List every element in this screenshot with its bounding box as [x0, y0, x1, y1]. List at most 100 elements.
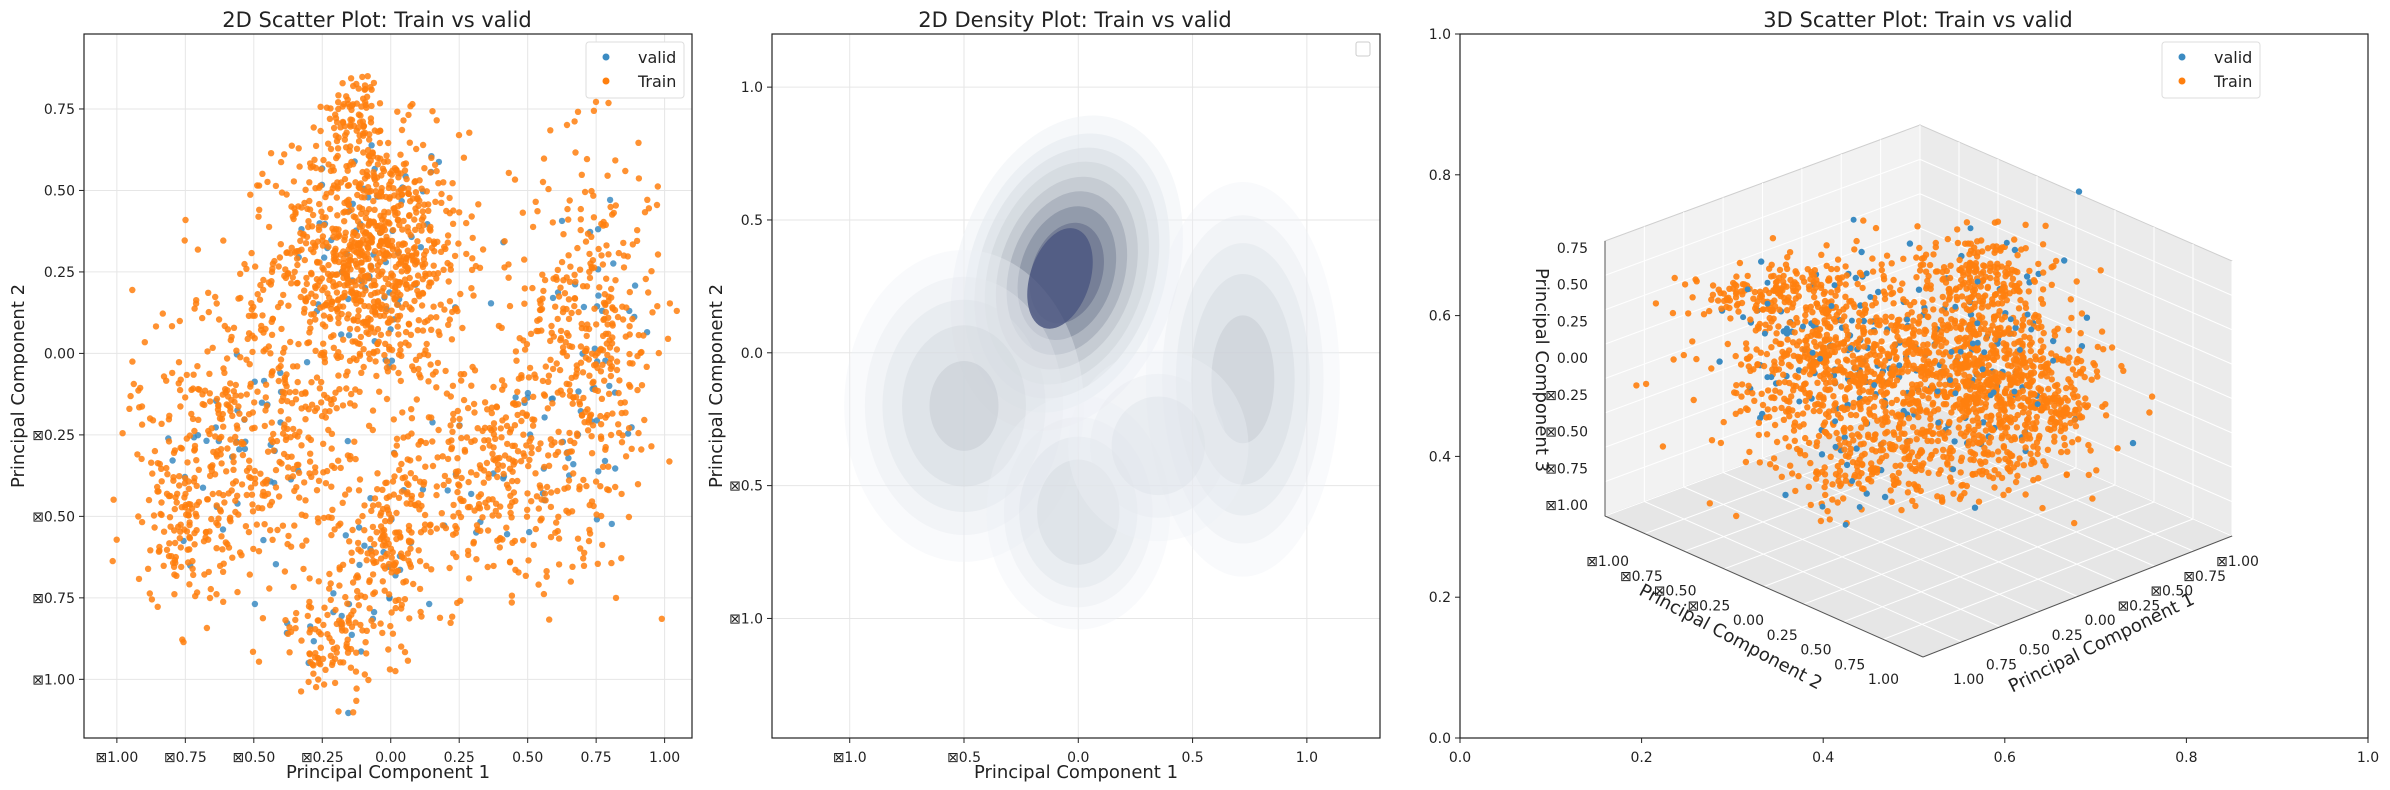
- scatter-point-train: [532, 525, 539, 533]
- scatter-point-train: [529, 284, 536, 292]
- scatter-point-train: [212, 293, 219, 301]
- outer-y-tick-label: 0.8: [1429, 168, 1451, 184]
- scatter-point-train: [419, 290, 427, 297]
- scatter-point-train: [585, 356, 592, 363]
- scatter-point-train: [282, 617, 289, 624]
- scatter-point-train: [352, 455, 359, 463]
- scatter-point-train: [389, 291, 397, 298]
- scatter3d-point-train: [1947, 262, 1954, 269]
- scatter3d-point-train: [1820, 375, 1828, 383]
- scatter-point-train: [404, 456, 411, 463]
- scatter-point-train: [181, 480, 189, 487]
- scatter-point-valid: [593, 417, 601, 424]
- scatter-point-train: [230, 458, 237, 466]
- scatter-point-train: [641, 416, 648, 424]
- scatter3d-point-train: [1718, 305, 1725, 312]
- scatter-point-train: [171, 591, 178, 598]
- scatter3d-point-train: [1877, 388, 1885, 395]
- scatter3d-point-valid: [1841, 434, 1848, 441]
- scatter-point-train: [252, 263, 259, 270]
- scatter3d-point-train: [1769, 306, 1777, 313]
- scatter-point-train: [566, 429, 573, 437]
- scatter3d-point-train: [1652, 300, 1660, 307]
- scatter3d-point-train: [1984, 303, 1992, 310]
- scatter-point-train: [355, 183, 362, 191]
- scatter-point-train: [395, 351, 403, 358]
- scatter-point-train: [399, 474, 406, 482]
- scatter-point-train: [477, 527, 484, 534]
- scatter-point-train: [572, 149, 579, 156]
- scatter3d-point-train: [1742, 340, 1750, 347]
- scatter3d-point-train: [1924, 277, 1931, 284]
- scatter-point-train: [189, 415, 197, 423]
- scatter-point-train: [577, 205, 584, 213]
- scatter-point-train: [574, 535, 582, 542]
- scatter3d-point-train: [1888, 313, 1895, 321]
- scatter-point-train: [554, 315, 561, 323]
- scatter3d-point-train: [2007, 419, 2015, 426]
- scatter3d-point-train: [2010, 287, 2018, 295]
- scatter-point-train: [363, 557, 370, 564]
- scatter3d-point-train: [1945, 429, 1952, 436]
- scatter-point-train: [182, 501, 189, 509]
- scatter-point-train: [421, 260, 429, 267]
- scatter-point-train: [396, 529, 403, 536]
- scatter3d-point-train: [2093, 467, 2100, 474]
- scatter-point-train: [399, 409, 406, 416]
- scatter-point-train: [348, 102, 356, 110]
- scatter-point-train: [605, 330, 612, 337]
- scatter-point-train: [428, 154, 435, 161]
- scatter-point-train: [353, 697, 360, 704]
- scatter3d-point-train: [2108, 344, 2116, 351]
- scatter3d-point-train: [2099, 403, 2106, 410]
- scatter3d-point-train: [1826, 378, 1834, 386]
- scatter-point-train: [624, 253, 631, 260]
- scatter-point-train: [405, 342, 412, 349]
- scatter3d-point-train: [1967, 456, 1974, 463]
- scatter-point-train: [278, 460, 285, 467]
- scatter-point-train: [582, 408, 589, 416]
- scatter-point-train: [615, 389, 622, 397]
- scatter-point-train: [629, 315, 636, 323]
- scatter-point-train: [449, 531, 457, 538]
- scatter-point-train: [544, 405, 551, 412]
- scatter-point-train: [356, 352, 364, 359]
- scatter-point-train: [357, 592, 365, 599]
- scatter3d-point-train: [2052, 257, 2060, 265]
- scatter-point-train: [369, 407, 377, 414]
- scatter-point-train: [328, 462, 336, 470]
- scatter-point-train: [444, 239, 451, 246]
- scatter-point-train: [438, 510, 445, 517]
- scatter-point-train: [526, 364, 534, 372]
- scatter-point-train: [223, 468, 230, 475]
- scatter-point-train: [428, 279, 435, 286]
- scatter-point-train: [249, 332, 256, 339]
- scatter-point-train: [586, 530, 594, 537]
- scatter-point-train: [476, 462, 484, 469]
- scatter-point-train: [284, 474, 292, 481]
- scatter-point-train: [594, 560, 601, 567]
- scatter3d-point-train: [1841, 446, 1848, 453]
- scatter-point-train: [167, 523, 174, 530]
- scatter-point-train: [588, 263, 595, 271]
- scatter3d-point-train: [2082, 395, 2089, 402]
- scatter3d-point-train: [2020, 462, 2028, 469]
- scatter3d-point-train: [1837, 383, 1845, 390]
- scatter3d-point-train: [1965, 266, 1972, 273]
- scatter3d-point-train: [1938, 307, 1946, 314]
- scatter3d-point-train: [1733, 382, 1740, 389]
- scatter-point-train: [547, 127, 554, 134]
- scatter-point-train: [328, 400, 335, 408]
- scatter-point-train: [519, 209, 526, 216]
- scatter-point-train: [350, 232, 357, 239]
- axis-edge: [1922, 535, 2233, 658]
- scatter-point-train: [577, 545, 584, 552]
- scatter-point-train: [251, 475, 259, 482]
- scatter3d-point-train: [1970, 330, 1977, 337]
- scatter-point-train: [422, 248, 430, 255]
- scatter3d-point-train: [1799, 386, 1807, 393]
- scatter-point-train: [559, 344, 567, 351]
- scatter-point-train: [417, 374, 424, 381]
- scatter-point-train: [523, 513, 531, 520]
- scatter-point-train: [375, 338, 382, 345]
